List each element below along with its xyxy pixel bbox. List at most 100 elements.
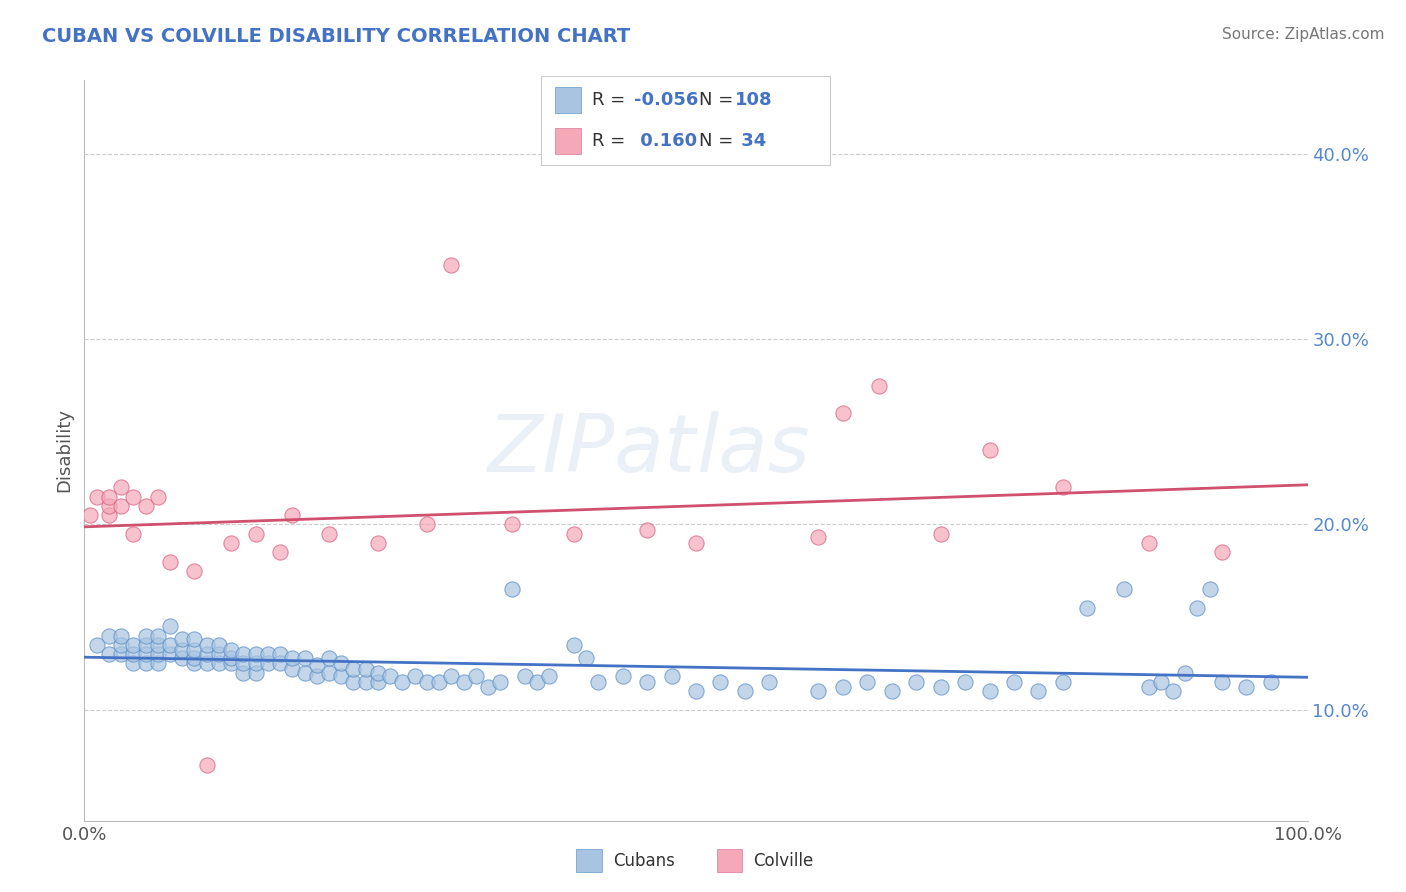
Point: [183, 632, 205, 647]
Text: 34: 34: [735, 132, 766, 150]
Point: [1137, 536, 1160, 550]
Point: [685, 684, 707, 698]
Point: [427, 674, 450, 689]
Point: [97, 628, 120, 642]
Point: [367, 536, 389, 550]
Point: [342, 662, 364, 676]
Point: [685, 536, 707, 550]
Point: [1198, 582, 1220, 597]
Point: [562, 526, 585, 541]
Point: [208, 657, 231, 671]
Point: [318, 526, 340, 541]
Text: N =: N =: [699, 91, 738, 109]
Point: [232, 665, 254, 680]
Point: [110, 647, 132, 661]
Point: [453, 674, 475, 689]
Text: -0.056: -0.056: [634, 91, 699, 109]
Point: [1260, 674, 1282, 689]
Point: [856, 674, 879, 689]
Point: [294, 665, 316, 680]
Point: [342, 674, 364, 689]
Point: [1002, 674, 1025, 689]
Point: [905, 674, 928, 689]
Point: [1236, 681, 1258, 695]
Point: [146, 638, 169, 652]
Text: las: las: [696, 411, 810, 490]
Point: [526, 674, 548, 689]
Point: [1076, 600, 1098, 615]
Point: [391, 674, 413, 689]
Point: [440, 669, 463, 683]
Point: [122, 490, 145, 504]
Point: [734, 684, 756, 698]
Point: [159, 619, 181, 633]
Point: [146, 647, 169, 661]
Point: [318, 665, 340, 680]
Point: [135, 647, 157, 661]
Text: R =: R =: [592, 132, 631, 150]
Point: [758, 674, 780, 689]
Point: [245, 657, 267, 671]
Point: [146, 628, 169, 642]
Point: [1174, 665, 1197, 680]
Point: [208, 638, 231, 652]
Point: [612, 669, 634, 683]
Point: [97, 499, 120, 513]
Text: ZIPat: ZIPat: [488, 411, 696, 490]
Point: [159, 638, 181, 652]
Point: [953, 674, 976, 689]
Point: [1187, 600, 1209, 615]
Point: [502, 517, 524, 532]
Point: [330, 669, 353, 683]
Point: [195, 647, 218, 661]
Point: [1052, 480, 1074, 494]
Point: [269, 647, 291, 661]
Point: [183, 650, 205, 665]
Point: [219, 650, 242, 665]
Point: [281, 508, 304, 523]
Point: [183, 657, 205, 671]
Point: [257, 657, 280, 671]
Point: [79, 508, 101, 523]
Point: [807, 684, 830, 698]
Point: [305, 669, 328, 683]
Point: [1114, 582, 1136, 597]
Point: [110, 499, 132, 513]
Point: [146, 657, 169, 671]
Point: [281, 662, 304, 676]
Point: [195, 758, 218, 772]
Point: [979, 443, 1001, 458]
Point: [135, 638, 157, 652]
Point: [440, 259, 463, 273]
Point: [183, 643, 205, 657]
Text: 108: 108: [735, 91, 773, 109]
Point: [208, 647, 231, 661]
Point: [122, 526, 145, 541]
Point: [831, 407, 853, 421]
Point: [257, 647, 280, 661]
Point: [110, 638, 132, 652]
Point: [269, 657, 291, 671]
Point: [172, 632, 194, 647]
Point: [1137, 681, 1160, 695]
Point: [159, 647, 181, 661]
Point: [305, 658, 328, 673]
Point: [219, 536, 242, 550]
Point: [245, 647, 267, 661]
Text: 0.160: 0.160: [634, 132, 697, 150]
Text: N =: N =: [699, 132, 738, 150]
Point: [354, 662, 377, 676]
Point: [135, 657, 157, 671]
Text: R =: R =: [592, 91, 631, 109]
Point: [281, 650, 304, 665]
Point: [195, 657, 218, 671]
Point: [880, 684, 903, 698]
Point: [110, 628, 132, 642]
Point: [502, 582, 524, 597]
Point: [404, 669, 426, 683]
Point: [232, 647, 254, 661]
Point: [122, 647, 145, 661]
Point: [416, 674, 439, 689]
Point: [245, 526, 267, 541]
Point: [219, 657, 242, 671]
